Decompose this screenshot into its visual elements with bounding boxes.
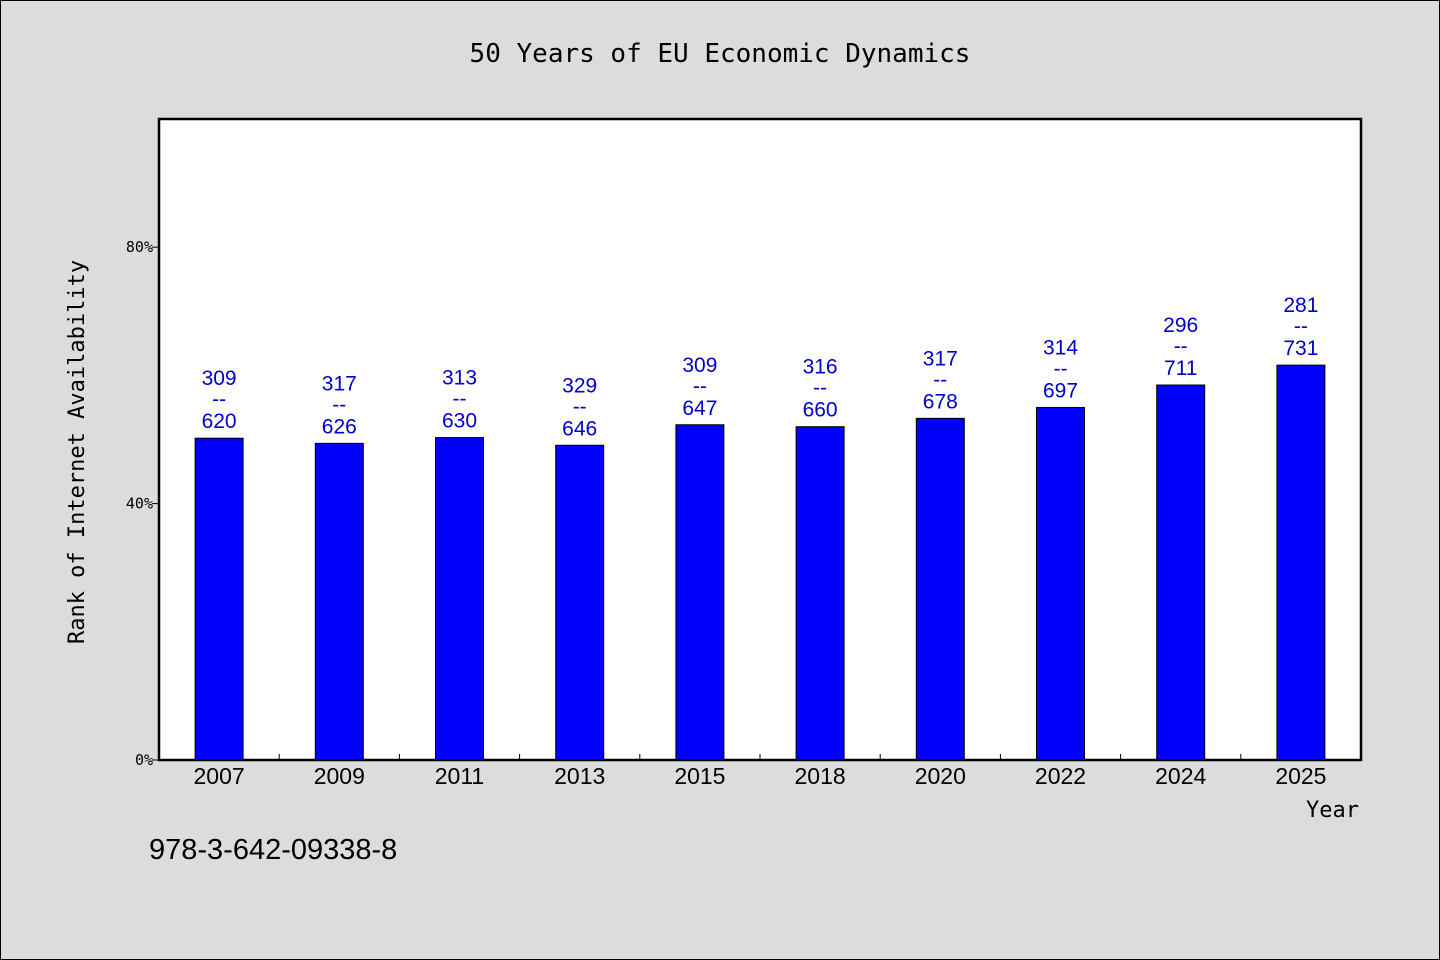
bar-label-top: 317 [923,347,958,370]
bar-label-separator: -- [573,395,587,418]
x-tick-label: 2009 [314,763,365,789]
bar-label-bottom: 731 [1283,337,1318,360]
bar-label-bottom: 630 [442,410,477,433]
y-axis-label: Rank of Internet Availability [65,260,90,644]
bar-label-separator: -- [693,375,707,398]
bar-label-bottom: 626 [322,415,357,438]
bar-label-top: 309 [682,354,717,377]
y-tick-label: 0% [135,751,153,769]
y-tick-label: 80% [126,238,153,256]
bar-label-bottom: 711 [1164,357,1197,380]
bar-label-separator: -- [332,393,346,416]
y-tick-label: 40% [126,495,153,513]
bar-label-top: 314 [1043,336,1078,359]
bar-label-separator: -- [933,368,947,391]
bar [915,417,965,761]
x-tick-label: 2007 [194,763,245,789]
bar [314,442,364,761]
x-axis-label: Year [1306,798,1359,823]
bar [1276,364,1326,761]
x-tick-label: 2025 [1275,763,1326,789]
bar [194,437,244,761]
x-axis-ticks: 2007 2009 2011 2013 2015 2018 2020 2022 2024 2025 [194,754,1326,789]
x-tick-label: 2020 [915,763,966,789]
bar-labels: 620--309626--317630--313646--329647--309… [202,294,1319,440]
chart-title: 50 Years of EU Economic Dynamics [470,39,971,69]
bar-label-top: 309 [202,367,237,390]
bar-label-bottom: 697 [1043,379,1078,402]
bar-label-separator: -- [1294,315,1308,338]
bar-label-separator: -- [1174,335,1188,358]
bar [1156,384,1206,761]
bar-label-top: 316 [803,356,838,379]
footnote-isbn: 978-3-642-09338-8 [149,834,398,866]
bar [795,426,845,761]
bar-label-separator: -- [1054,357,1068,380]
bars [194,364,1326,761]
x-tick-label: 2015 [674,763,725,789]
bar-label-bottom: 678 [923,390,958,413]
bar-label-top: 281 [1283,294,1318,317]
bar [435,437,484,761]
bar [675,424,725,761]
x-tick-label: 2022 [1035,763,1086,789]
bar-label-bottom: 620 [202,410,237,433]
x-tick-label: 2024 [1155,763,1206,789]
bar [555,444,605,761]
x-tick-label: 2013 [554,763,605,789]
bar-label-bottom: 660 [803,399,838,422]
x-tick-label: 2018 [795,763,846,789]
y-axis-ticks: 0% 40% 80% [126,238,159,769]
bar-label-separator: -- [212,388,226,411]
bar-label-top: 329 [562,374,597,397]
bar-label-separator: -- [453,388,467,411]
x-tick-label: 2011 [435,763,484,789]
bar [1036,406,1085,761]
bar-label-bottom: 647 [682,397,717,420]
bar-label-separator: -- [813,377,827,400]
bar-label-top: 317 [322,372,357,395]
bar-label-bottom: 646 [562,417,597,440]
bar-label-top: 296 [1163,314,1198,337]
bar-label-top: 313 [442,367,477,390]
